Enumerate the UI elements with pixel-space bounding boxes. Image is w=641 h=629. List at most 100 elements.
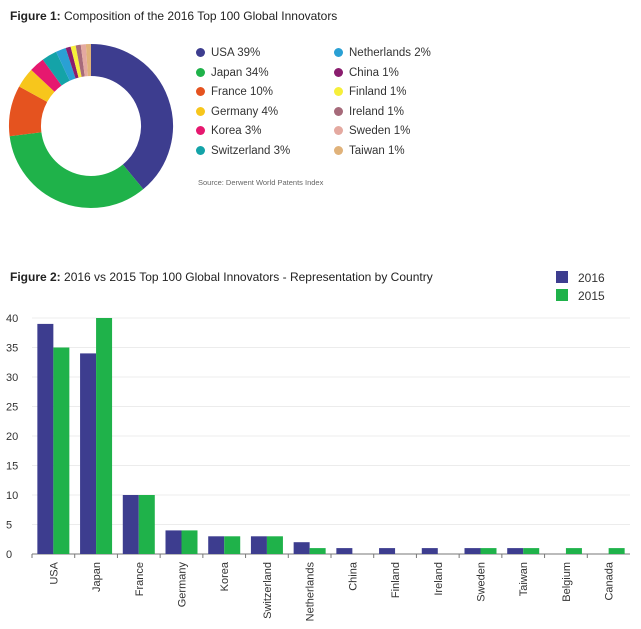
donut-legend-item: Netherlands 2% bbox=[334, 46, 431, 60]
bar-legend: 2016 2015 bbox=[556, 270, 605, 306]
y-tick-label: 40 bbox=[6, 313, 18, 325]
x-tick-label: Netherlands bbox=[305, 562, 317, 622]
x-tick-label: Sweden bbox=[476, 562, 488, 602]
y-tick-label: 15 bbox=[6, 461, 18, 473]
x-tick-label: China bbox=[347, 561, 359, 591]
legend-dot-icon bbox=[196, 146, 205, 155]
donut-legend-label: USA 39% bbox=[211, 47, 261, 59]
donut-slice-5 bbox=[42, 51, 71, 86]
legend-dot-icon bbox=[196, 126, 205, 136]
legend-dot-icon bbox=[334, 146, 343, 155]
bar-2015 bbox=[138, 495, 155, 554]
bar-2016 bbox=[250, 536, 267, 554]
donut-slice-1 bbox=[9, 131, 144, 208]
x-tick-label: France bbox=[134, 562, 146, 596]
bar-legend-label: 2016 bbox=[578, 271, 605, 285]
legend-swatch-icon bbox=[556, 271, 568, 283]
legend-dot-icon bbox=[334, 67, 343, 77]
y-tick-label: 20 bbox=[6, 431, 18, 443]
donut-legend-item: France 10% bbox=[196, 85, 273, 99]
donut-legend-label: China 1% bbox=[349, 66, 399, 79]
donut-slice-3 bbox=[19, 69, 55, 103]
x-tick-label: Finland bbox=[390, 562, 402, 598]
bar-legend-item: 2016 bbox=[556, 270, 605, 288]
y-tick-label: 5 bbox=[6, 520, 12, 532]
bar-chart: 0 5 10 15 20 25 30 35 40 USA Japan France Germany Kor… bbox=[6, 313, 630, 622]
bar-2016 bbox=[293, 542, 310, 554]
legend-dot-icon bbox=[196, 106, 205, 116]
bar-2015 bbox=[181, 530, 198, 554]
bar-2015 bbox=[565, 548, 582, 554]
legend-dot-icon bbox=[334, 48, 343, 57]
donut-legend-label: Sweden 1% bbox=[349, 125, 411, 138]
donut-legend-label: Netherlands 2% bbox=[349, 47, 431, 59]
donut-legend-label: Switzerland 3% bbox=[211, 145, 291, 157]
legend-dot-icon bbox=[196, 67, 205, 77]
x-tick-label: USA bbox=[48, 561, 60, 584]
donut-legend-item: Korea 3% bbox=[196, 124, 262, 138]
bar-2016 bbox=[80, 353, 97, 554]
bar-2016 bbox=[122, 495, 139, 554]
bar-legend-label: 2015 bbox=[578, 289, 605, 303]
donut-slice-6 bbox=[56, 48, 76, 81]
bar-2016 bbox=[379, 548, 396, 554]
y-tick-label: 25 bbox=[6, 402, 18, 414]
bar-2015 bbox=[53, 347, 70, 554]
x-tick-label: Belgium bbox=[561, 562, 573, 602]
donut-legend-label: Korea 3% bbox=[211, 125, 262, 138]
donut-slice-8 bbox=[70, 45, 82, 78]
donut-legend-item: Taiwan 1% bbox=[334, 144, 405, 158]
bar-2015 bbox=[96, 318, 113, 554]
bar-2015 bbox=[523, 548, 540, 554]
donut-legend-label: Taiwan 1% bbox=[349, 145, 405, 157]
legend-dot-icon bbox=[334, 106, 343, 116]
x-tick-label: Taiwan bbox=[518, 562, 530, 596]
x-tick-label: Switzerland bbox=[262, 562, 274, 619]
legend-dot-icon bbox=[196, 87, 205, 97]
bar-2016 bbox=[165, 530, 182, 554]
x-tick-label: Canada bbox=[604, 561, 616, 600]
donut-legend-label: Ireland 1% bbox=[349, 105, 404, 118]
x-tick-label: Japan bbox=[91, 562, 103, 592]
legend-dot-icon bbox=[334, 126, 343, 136]
bar-2015 bbox=[480, 548, 497, 554]
y-tick-label: 0 bbox=[6, 549, 12, 561]
y-tick-label: 35 bbox=[6, 343, 18, 355]
donut-legend-label: Germany 4% bbox=[211, 105, 279, 118]
donut-slice-4 bbox=[31, 59, 62, 93]
donut-legend-label: Finland 1% bbox=[349, 86, 407, 99]
bar-2016 bbox=[208, 536, 225, 554]
donut-legend-item: Germany 4% bbox=[196, 105, 278, 119]
donut-legend: USA 39% Japan 34% France 10% Germany 4% Kore… bbox=[196, 46, 456, 176]
legend-dot-icon bbox=[196, 48, 205, 57]
donut-chart bbox=[9, 44, 173, 208]
figure1-title-text: Composition of the 2016 Top 100 Global I… bbox=[64, 9, 338, 23]
x-tick-label: Ireland bbox=[433, 562, 445, 596]
donut-legend-item: China 1% bbox=[334, 66, 399, 80]
legend-swatch-icon bbox=[556, 289, 568, 301]
donut-legend-item: Finland 1% bbox=[334, 85, 407, 99]
donut-legend-item: Japan 34% bbox=[196, 66, 269, 80]
donut-legend-item: USA 39% bbox=[196, 46, 260, 60]
bar-2015 bbox=[608, 548, 625, 554]
bar-2015 bbox=[266, 536, 283, 554]
x-tick-label: Germany bbox=[177, 562, 189, 608]
donut-slice-0 bbox=[90, 44, 173, 190]
bar-2015 bbox=[309, 548, 326, 554]
donut-legend-label: Japan 34% bbox=[211, 66, 269, 79]
donut-legend-item: Sweden 1% bbox=[334, 124, 410, 138]
figure1-title: Figure 1: Composition of the 2016 Top 10… bbox=[10, 9, 337, 23]
donut-legend-item: Ireland 1% bbox=[334, 105, 404, 119]
donut-legend-item: Switzerland 3% bbox=[196, 144, 290, 158]
y-tick-label: 10 bbox=[6, 490, 18, 502]
donut-slice-2 bbox=[9, 86, 48, 137]
bar-2016 bbox=[464, 548, 481, 554]
legend-dot-icon bbox=[334, 87, 343, 97]
x-tick-label: Korea bbox=[219, 561, 231, 591]
bar-legend-item: 2015 bbox=[556, 288, 605, 306]
donut-legend-label: France 10% bbox=[211, 86, 274, 99]
bar-2015 bbox=[224, 536, 241, 554]
source-note: Source: Derwent World Patents Index bbox=[198, 178, 324, 187]
bar-2016 bbox=[507, 548, 524, 554]
y-tick-label: 30 bbox=[6, 372, 18, 384]
